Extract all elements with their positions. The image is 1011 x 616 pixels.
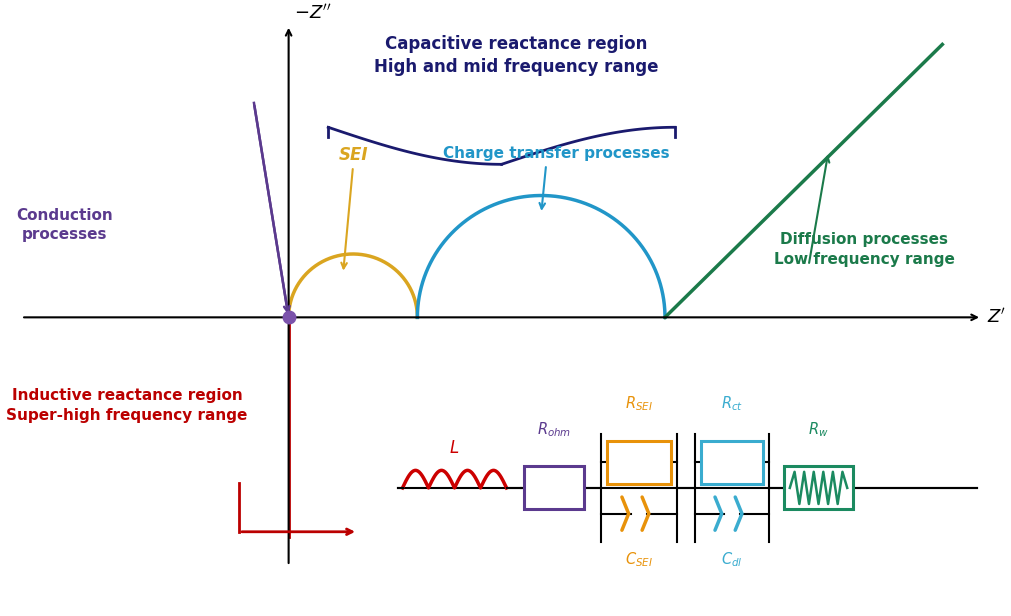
Text: $R_{SEI}$: $R_{SEI}$ (625, 395, 653, 413)
Text: SEI: SEI (339, 147, 368, 164)
Bar (701, 440, 763, 484)
Text: Conduction
processes: Conduction processes (16, 208, 113, 242)
Text: $R_{ct}$: $R_{ct}$ (721, 395, 743, 413)
Bar (525, 466, 583, 509)
Text: Charge transfer processes: Charge transfer processes (443, 147, 669, 161)
Text: $C_{SEI}$: $C_{SEI}$ (625, 551, 653, 569)
Text: $L$: $L$ (450, 439, 460, 456)
Text: $R_{ohm}$: $R_{ohm}$ (537, 421, 571, 439)
Text: $-Z''$: $-Z''$ (293, 3, 331, 22)
Text: $R_w$: $R_w$ (808, 421, 829, 439)
Text: Capacitive reactance region
High and mid frequency range: Capacitive reactance region High and mid… (374, 34, 659, 76)
Text: Diffusion processes
Low frequency range: Diffusion processes Low frequency range (774, 232, 954, 267)
Text: $Z'$: $Z'$ (987, 308, 1006, 327)
Text: $C_{dl}$: $C_{dl}$ (721, 551, 743, 569)
Text: Inductive reactance region
Super-high frequency range: Inductive reactance region Super-high fr… (6, 388, 248, 423)
Bar (784, 466, 853, 509)
Bar (607, 440, 671, 484)
